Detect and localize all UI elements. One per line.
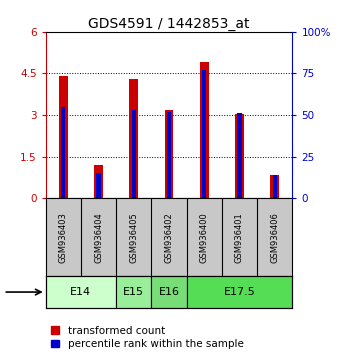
Bar (96, 173, 101, 198)
Bar (61, 107, 66, 198)
Bar (116, 276, 151, 308)
Bar (46, 276, 116, 308)
Bar (167, 112, 171, 198)
Text: E17.5: E17.5 (224, 287, 256, 297)
Title: GDS4591 / 1442853_at: GDS4591 / 1442853_at (88, 17, 250, 31)
Bar (202, 70, 207, 198)
Text: GSM936405: GSM936405 (129, 212, 138, 263)
Text: GSM936401: GSM936401 (235, 212, 244, 263)
Bar (129, 79, 138, 198)
Text: GSM936402: GSM936402 (165, 212, 173, 263)
Text: E16: E16 (159, 287, 179, 297)
Text: E14: E14 (70, 287, 92, 297)
Text: GSM936404: GSM936404 (94, 212, 103, 263)
Bar (270, 175, 279, 198)
Text: GSM936403: GSM936403 (59, 212, 68, 263)
Text: GSM936406: GSM936406 (270, 212, 279, 263)
Bar (59, 76, 68, 198)
Bar (272, 175, 277, 198)
Bar (94, 165, 103, 198)
Bar (235, 114, 244, 198)
Bar (237, 113, 242, 198)
Legend: transformed count, percentile rank within the sample: transformed count, percentile rank withi… (51, 326, 243, 349)
Bar (200, 62, 209, 198)
Text: GSM936400: GSM936400 (200, 212, 209, 263)
Bar (187, 276, 292, 308)
Bar (151, 276, 187, 308)
Bar (165, 109, 173, 198)
Bar (131, 110, 136, 198)
Text: E15: E15 (123, 287, 144, 297)
